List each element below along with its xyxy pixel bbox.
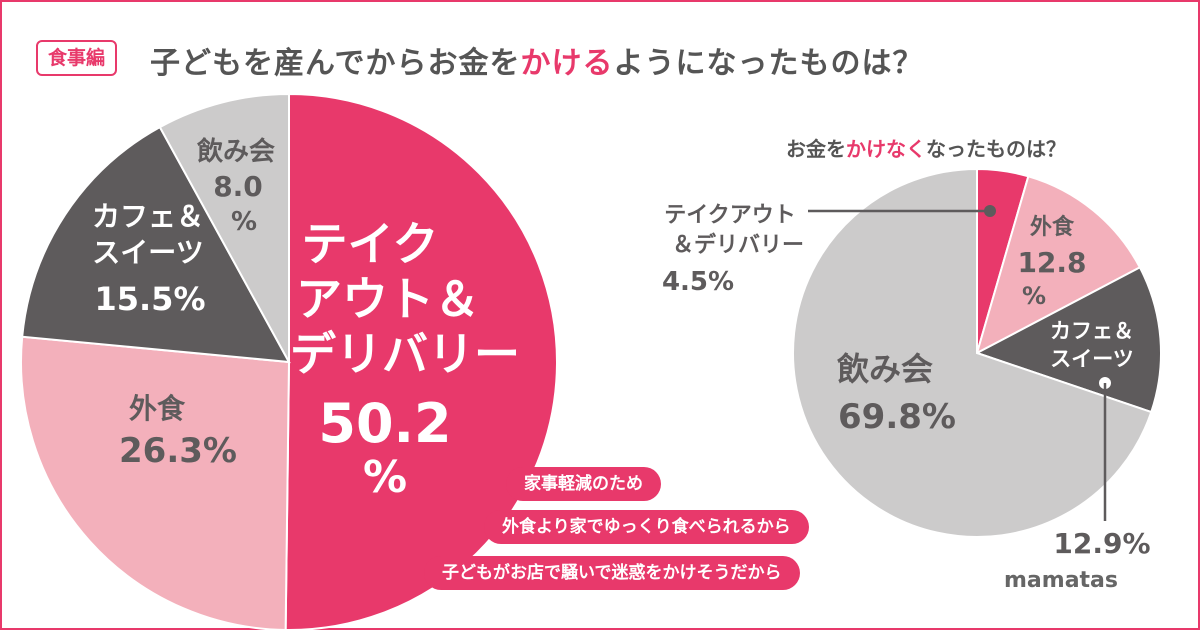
sub-value-eatout: 12.8 (1017, 246, 1086, 279)
sub-value-cafe: 12.9% (1053, 527, 1150, 560)
sub-label-drinks: 飲み会 (837, 350, 933, 388)
sub-title-highlight: かけなく (846, 137, 926, 161)
sub-leader-dot-takeout (984, 205, 996, 217)
slice-value-takeout: 50.2 (318, 392, 451, 455)
slice-value-drinks-unit: % (231, 207, 257, 237)
slice-label-takeout-line1: テイク (301, 217, 438, 271)
main-pie-slice-1 (20, 335, 291, 630)
slice-label-drinks: 飲み会 (196, 136, 275, 167)
slice-label-cafe-line2: スイーツ (92, 236, 203, 269)
sub-pie-slice-1 (975, 175, 1142, 355)
main-pie-slice-2 (21, 125, 291, 364)
sub-pie-slice-2 (974, 266, 1162, 414)
slice-value-cafe: 15.5% (94, 280, 205, 318)
slice-label-eatout: 外食 (129, 392, 186, 425)
sub-pie-slice-3 (792, 167, 1153, 538)
slice-label-takeout-line3: デリバリー (290, 327, 520, 381)
title-part: ようになったものは？ (613, 46, 924, 81)
title-part: 子どもを産んでからお金を (150, 46, 521, 81)
brand-logo: mamatas (1004, 568, 1118, 593)
title-highlight: かける (520, 46, 614, 81)
sub-title-part: お金を (786, 137, 846, 161)
slice-label-takeout-line2: アウト＆ (296, 272, 480, 326)
page-title: 子どもを産んでからお金をかけるようになったものは？ (150, 38, 924, 82)
sub-label-takeout-line1: テイクアウト (664, 203, 796, 228)
sub-chart-title: お金をかけなくなったものは？ (786, 133, 1066, 162)
slice-value-drinks: 8.0 (213, 170, 263, 203)
sub-label-cafe-line2: スイーツ (1050, 347, 1134, 371)
main-pie-slice-3 (158, 92, 290, 363)
slice-value-takeout-unit: % (363, 452, 407, 503)
reason-pill: 家事軽減のため (506, 467, 661, 501)
reason-pill: 外食より家でゆっくり食べられるから (484, 510, 809, 544)
sub-value-eatout-unit: % (1022, 282, 1046, 310)
sub-title-part: なったものは？ (926, 137, 1066, 161)
sub-value-drinks: 69.8% (838, 397, 956, 437)
sub-label-eatout: 外食 (1030, 214, 1075, 240)
sub-label-cafe-line1: カフェ＆ (1050, 319, 1134, 343)
sub-value-takeout: 4.5% (662, 267, 734, 297)
sub-label-takeout-line2: ＆デリバリー (672, 232, 804, 258)
main-pie-slice-0 (284, 92, 558, 630)
slice-value-eatout: 26.3% (119, 431, 237, 471)
category-badge: 食事編 (36, 40, 118, 76)
reason-pill: 子どもがお店で騒いで迷惑をかけそうだから (424, 556, 800, 590)
main-pie-slices (20, 92, 558, 630)
slice-label-cafe-line1: カフェ＆ (92, 200, 204, 233)
